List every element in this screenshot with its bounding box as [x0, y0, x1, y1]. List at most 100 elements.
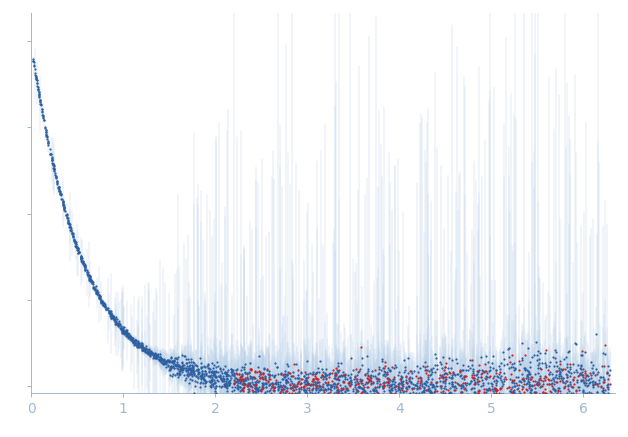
Point — [137, 345, 147, 352]
Point — [298, 393, 308, 400]
Point — [45, 146, 55, 153]
Point — [385, 391, 395, 398]
Point — [94, 291, 104, 298]
Point — [119, 326, 129, 333]
Point — [247, 376, 257, 383]
Point — [59, 204, 69, 211]
Point — [67, 229, 77, 236]
Point — [92, 286, 102, 293]
Point — [404, 397, 414, 404]
Point — [450, 386, 460, 393]
Point — [469, 388, 479, 395]
Point — [318, 375, 328, 382]
Point — [333, 380, 343, 387]
Point — [534, 392, 544, 399]
Point — [462, 392, 472, 399]
Point — [407, 384, 417, 391]
Point — [458, 362, 468, 369]
Point — [291, 360, 301, 367]
Point — [108, 313, 118, 320]
Point — [480, 353, 490, 360]
Point — [378, 382, 388, 389]
Point — [570, 368, 580, 375]
Point — [205, 371, 215, 378]
Point — [587, 364, 597, 371]
Point — [344, 391, 354, 398]
Point — [510, 406, 520, 413]
Point — [538, 381, 548, 388]
Point — [325, 370, 335, 377]
Point — [362, 378, 372, 385]
Point — [529, 389, 539, 396]
Point — [318, 380, 328, 387]
Point — [570, 399, 580, 406]
Point — [369, 390, 379, 397]
Point — [74, 248, 84, 255]
Point — [299, 372, 309, 379]
Point — [387, 364, 398, 371]
Point — [158, 361, 168, 368]
Point — [382, 382, 392, 388]
Point — [142, 348, 152, 355]
Point — [320, 378, 330, 385]
Point — [320, 385, 330, 392]
Point — [60, 204, 70, 211]
Point — [548, 375, 558, 382]
Point — [499, 392, 509, 399]
Point — [351, 391, 361, 398]
Point — [70, 242, 80, 249]
Point — [247, 386, 257, 393]
Point — [32, 77, 42, 84]
Point — [204, 377, 214, 384]
Point — [476, 354, 486, 361]
Point — [480, 393, 490, 400]
Point — [271, 381, 281, 388]
Point — [315, 392, 325, 399]
Point — [120, 327, 130, 334]
Point — [379, 378, 389, 385]
Point — [362, 412, 372, 419]
Point — [218, 375, 228, 382]
Point — [494, 363, 504, 370]
Point — [438, 374, 448, 381]
Point — [348, 366, 358, 373]
Point — [328, 366, 338, 373]
Point — [472, 368, 482, 375]
Point — [474, 380, 484, 387]
Point — [588, 362, 598, 369]
Point — [416, 403, 426, 410]
Point — [311, 384, 321, 391]
Point — [268, 379, 278, 386]
Point — [281, 376, 291, 383]
Point — [301, 371, 311, 378]
Point — [152, 353, 162, 360]
Point — [166, 354, 176, 361]
Point — [375, 404, 385, 411]
Point — [46, 151, 56, 158]
Point — [236, 374, 246, 381]
Point — [251, 378, 261, 385]
Point — [573, 362, 583, 369]
Point — [363, 372, 373, 379]
Point — [501, 394, 511, 401]
Point — [555, 368, 565, 375]
Point — [304, 380, 314, 387]
Point — [526, 359, 536, 366]
Point — [338, 384, 349, 391]
Point — [535, 391, 545, 398]
Point — [462, 380, 472, 387]
Point — [281, 385, 291, 392]
Point — [35, 96, 45, 103]
Point — [310, 372, 320, 379]
Point — [379, 370, 389, 377]
Point — [456, 422, 466, 429]
Point — [522, 387, 532, 394]
Point — [524, 383, 534, 390]
Point — [69, 236, 79, 243]
Point — [340, 395, 350, 402]
Point — [452, 370, 462, 377]
Point — [209, 371, 219, 378]
Point — [388, 378, 398, 385]
Point — [134, 341, 144, 348]
Point — [333, 387, 343, 394]
